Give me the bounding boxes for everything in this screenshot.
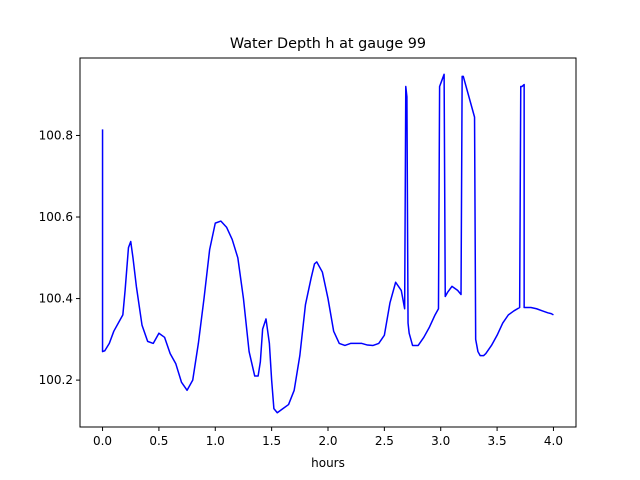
x-tick-label: 2.5: [375, 434, 394, 448]
x-tick-label: 0.0: [93, 434, 112, 448]
x-tick-label: 1.5: [262, 434, 281, 448]
x-tick-label: 4.0: [544, 434, 563, 448]
x-tick-label: 2.0: [318, 434, 337, 448]
x-tick-label: 0.5: [149, 434, 168, 448]
y-tick-label: 100.8: [39, 128, 73, 142]
x-tick-label: 3.0: [431, 434, 450, 448]
series-line-0: [101, 73, 554, 414]
plot-area: [101, 73, 554, 414]
x-tick-label: 3.5: [488, 434, 507, 448]
y-tick-label: 100.4: [39, 292, 73, 306]
x-axis-label: hours: [311, 456, 345, 470]
x-tick-label: 1.0: [206, 434, 225, 448]
chart-title: Water Depth h at gauge 99: [230, 36, 426, 52]
y-ticks: 100.2 100.4 100.6 100.8: [39, 128, 80, 387]
x-ticks: 0.0 0.5 1.0 1.5 2.0 2.5 3.0 3.5 4.0: [93, 427, 563, 448]
y-tick-label: 100.6: [39, 210, 73, 224]
axes: [79, 57, 577, 428]
y-tick-label: 100.2: [39, 373, 73, 387]
axes-frame: [79, 57, 577, 428]
